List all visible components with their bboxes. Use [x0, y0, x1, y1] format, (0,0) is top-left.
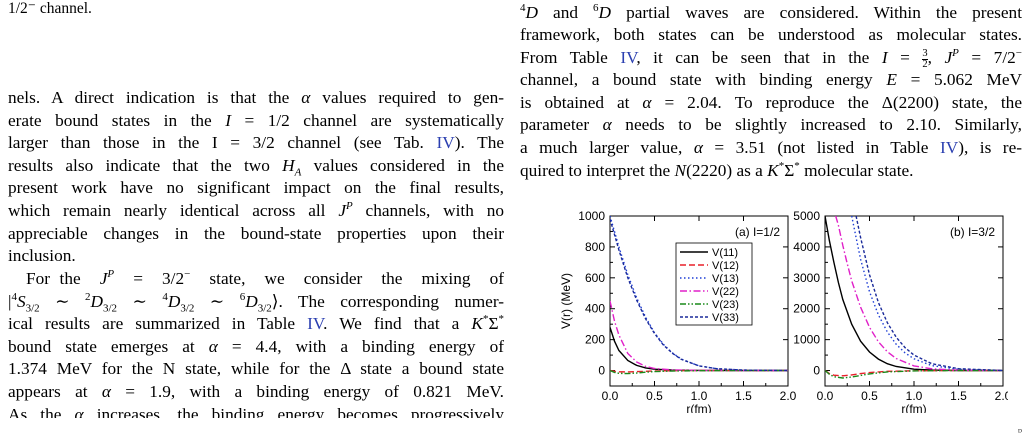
legend-label: V(23) — [712, 299, 739, 311]
p2-line-4: bound state emerges at α = 4.4, with a b… — [8, 336, 504, 356]
r-line-0-clip: 4D and 6D partial waves are considered. … — [520, 0, 1022, 24]
r-line-1: framework, both states can be understood… — [520, 25, 1022, 44]
potential-figure: 0.0 0.5 1.0 1.5 2.0 0 200 400 600 800 1000 r(fm) V(r… — [559, 209, 1008, 413]
r-line-6: a much larger value, α = 3.51 (not liste… — [520, 137, 1022, 157]
x-tick-label: 1.5 — [735, 389, 752, 403]
table-ref-link-4[interactable]: IV — [939, 137, 959, 157]
plot-frame — [824, 215, 1004, 387]
y-tick-label: 1000 — [578, 209, 605, 223]
series-line-v22 — [610, 300, 788, 372]
series-group — [825, 216, 1003, 379]
p2-line-6: appears at α = 1.9, with a binding energ… — [8, 381, 504, 401]
y-tick-label: 400 — [585, 302, 605, 316]
panel-title: (a) I=1/2 — [735, 225, 780, 239]
right-paragraph: framework, both states can be understood… — [520, 24, 1022, 182]
x-tick-label: 1.0 — [906, 389, 923, 403]
r-line-2a: From Table — [520, 47, 621, 67]
x-tick-label: 0.0 — [817, 389, 834, 403]
series-line-e020c8 — [835, 216, 1003, 372]
y-tick-label: 1000 — [793, 333, 820, 347]
x-axis-label: r(fm) — [686, 402, 711, 413]
x-tick-label: 2.0 — [780, 389, 797, 403]
series-line-1a8a1a — [825, 369, 1003, 379]
r-line-4: is obtained at α = 2.04. To reproduce th… — [520, 92, 1022, 112]
series-line-000000 — [825, 216, 1003, 372]
p1-line-8: inclusion. — [8, 246, 76, 266]
legend-label: V(11) — [712, 247, 738, 259]
series-line-e8202a — [825, 369, 1003, 377]
series-line-v12 — [610, 369, 788, 373]
panel-a: 0.0 0.5 1.0 1.5 2.0 0 200 400 600 800 1000 r(fm) V(r… — [559, 209, 797, 413]
p1-line-6: which remain nearly identical across all… — [8, 200, 504, 220]
paragraph-2: For the JP = 3/2− state, we consider the… — [8, 268, 505, 418]
p2-line-3: ical results are summarized in Table IV.… — [8, 313, 504, 334]
panel-b: 0.0 0.5 1.0 1.5 2.0 0 1000 2000 3000 4000 5000 r(fm… — [793, 209, 1008, 413]
p1-line-4: results also indicate that the two HA va… — [8, 155, 504, 179]
p1-line-3: larger than those in the I = 3/2 channel… — [8, 132, 504, 155]
p2-line-1: For the JP = 3/2− state, we consider the… — [26, 268, 504, 288]
x-tick-label: 1.0 — [691, 389, 708, 403]
p1-line-3b: ). The — [454, 133, 505, 153]
y-tick-label: 0 — [598, 364, 605, 378]
series-line-1a2a9a — [855, 216, 1003, 372]
table-ref-link-3[interactable]: IV — [620, 47, 637, 67]
table-ref-link[interactable]: IV — [436, 133, 455, 153]
x-axis-label: r(fm) — [901, 402, 926, 413]
x-tick-label: 0.0 — [602, 389, 619, 403]
series-group — [610, 216, 788, 375]
legend-label: V(33) — [712, 312, 739, 324]
p2-line-2: |4S3/2 ∼ 2D3/2 ∼ 4D3/2 ∼ 6D3/2⟩. The cor… — [8, 290, 505, 315]
p1-line-3a: larger than those in the I = 3/2 channel… — [8, 133, 437, 153]
p1-line-5: present work have no significant impact … — [8, 178, 504, 198]
y-tick-label: 2000 — [793, 302, 820, 316]
p2-line-7: As the α increases, the binding energy b… — [8, 404, 504, 418]
p1-line-1: nels. A direct indication is that the α … — [8, 88, 504, 107]
p2-line-5: 1.374 MeV for the N state, while for the… — [8, 359, 504, 379]
figure-caption-tail: 1/2⁻ channel. — [8, 0, 92, 17]
y-tick-label: 600 — [585, 271, 605, 285]
legend-label: V(22) — [712, 286, 739, 298]
table-ref-link-2[interactable]: IV — [307, 314, 324, 334]
x-tick-label: 1.5 — [950, 389, 967, 403]
p2-line-3a: ical results are summarized in Table — [8, 314, 308, 334]
panel-title: (b) I=3/2 — [950, 225, 995, 239]
y-tick-label: 3000 — [793, 271, 820, 285]
y-tick-label: 200 — [585, 333, 605, 347]
x-tick-label: 0.5 — [861, 389, 878, 403]
y-tick-label: 800 — [585, 240, 605, 254]
y-axis-label: V(r) (MeV) — [559, 273, 573, 329]
r-line-0: 4D and 6D partial waves are considered. … — [520, 2, 1022, 22]
p1-line-2: erate bound states in the I = 1/2 channe… — [8, 110, 504, 130]
legend-box — [675, 242, 753, 326]
legend-label: V(12) — [712, 260, 739, 272]
y-tick-label: 5000 — [793, 209, 820, 223]
r-line-5: parameter α needs to be slightly increas… — [520, 115, 1022, 135]
legend-label: V(13) — [712, 273, 739, 285]
y-tick-label: 0 — [813, 364, 820, 378]
paragraph-1: nels. A direct indication is that the α … — [8, 87, 504, 268]
y-tick-label: 4000 — [793, 240, 820, 254]
p1-line-7: appreciable changes in the bound-state p… — [8, 223, 504, 243]
r-line-2: From Table IV, it can be seen that in th… — [520, 46, 1022, 70]
series-line-v13 — [610, 216, 788, 372]
series-line-1f3fd6 — [851, 216, 1003, 372]
r-line-3: channel, a bound state with binding ener… — [520, 70, 1023, 90]
x-tick-label: 0.5 — [646, 389, 663, 403]
series-line-v11 — [610, 327, 788, 372]
x-tick-label: 2.0 — [995, 389, 1008, 403]
footer-fragment: ᴰ — [1018, 427, 1022, 435]
series-line-v33 — [610, 218, 788, 372]
r-line-7: quired to interpret the N(2220) as a K*Σ… — [520, 159, 914, 180]
p2-line-7-clip: As the α increases, the binding energy b… — [8, 404, 504, 418]
